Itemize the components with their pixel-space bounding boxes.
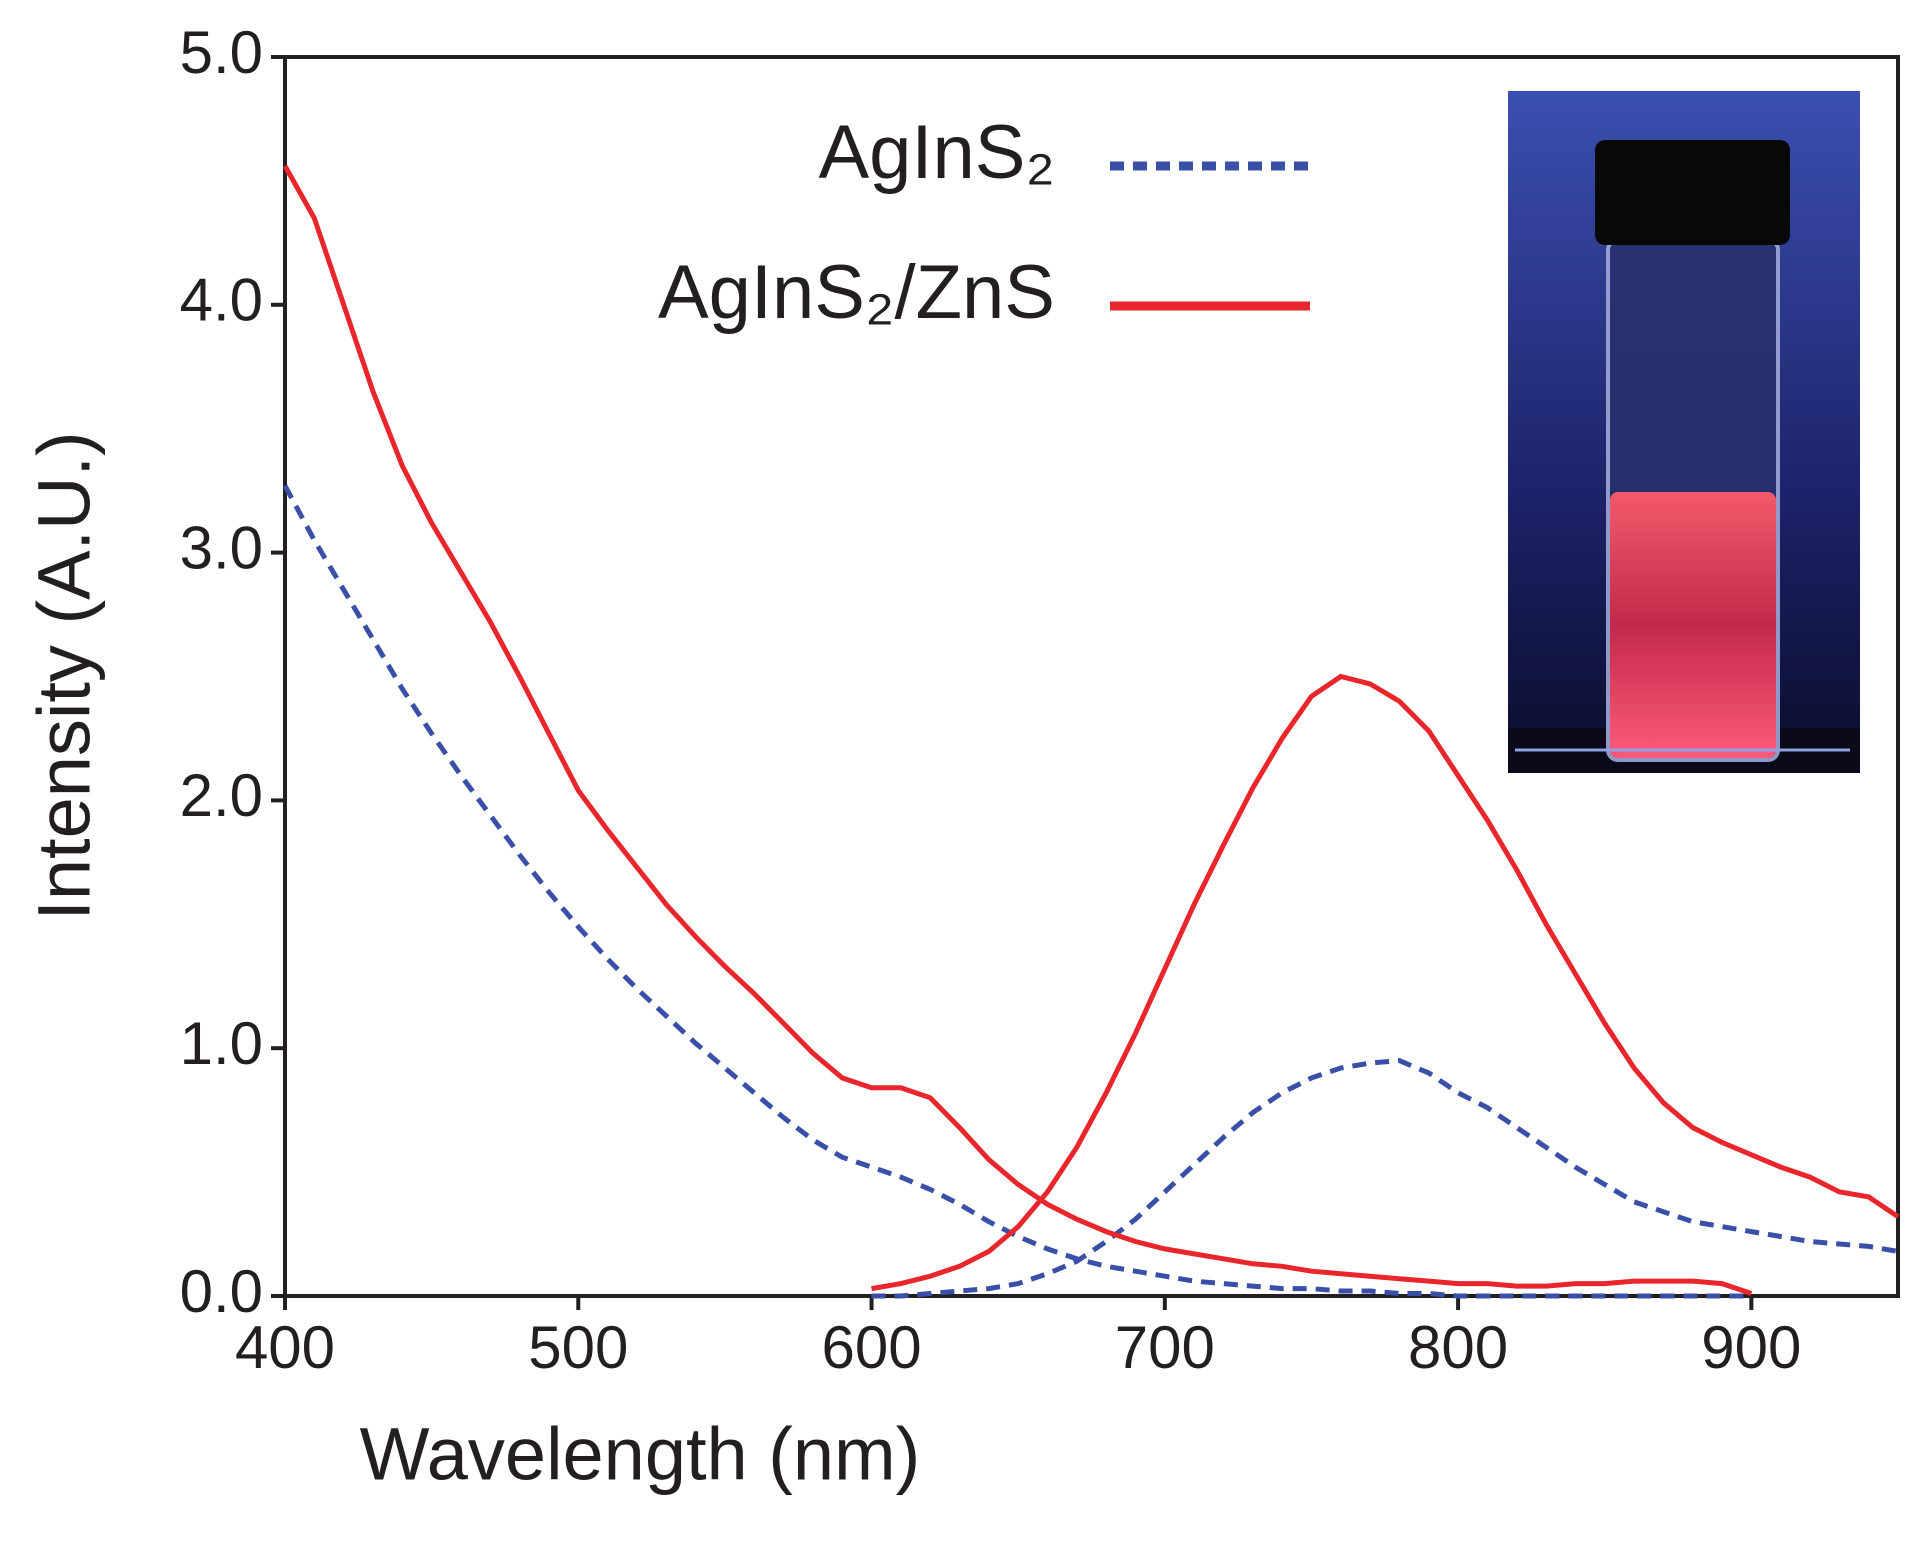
data-line	[871, 1058, 1899, 1299]
inset-photo	[1508, 91, 1860, 773]
legend-label: AgInS₂	[818, 110, 1055, 195]
legend-label: AgInS₂/ZnS	[658, 250, 1055, 335]
x-tick-label: 500	[528, 1314, 628, 1381]
y-tick-label: 3.0	[180, 514, 263, 581]
y-tick-label: 0.0	[180, 1258, 263, 1325]
y-tick-label: 5.0	[180, 19, 263, 86]
plot-frame	[283, 55, 1900, 1298]
x-tick-label: 800	[1408, 1314, 1508, 1381]
data-line	[282, 484, 1752, 1299]
data-line	[282, 164, 1753, 1296]
y-tick-label: 2.0	[180, 762, 263, 829]
x-axis-title: Wavelength (nm)	[360, 1413, 921, 1496]
x-tick-label: 600	[821, 1314, 921, 1381]
x-tick-label: 900	[1701, 1314, 1801, 1381]
y-axis-title: Intensity (A.U.)	[23, 431, 106, 920]
y-tick-label: 4.0	[180, 267, 263, 334]
x-tick-label: 700	[1115, 1314, 1215, 1381]
y-tick-label: 1.0	[180, 1010, 263, 1077]
x-tick-label: 400	[235, 1314, 335, 1381]
data-line	[871, 673, 1900, 1292]
